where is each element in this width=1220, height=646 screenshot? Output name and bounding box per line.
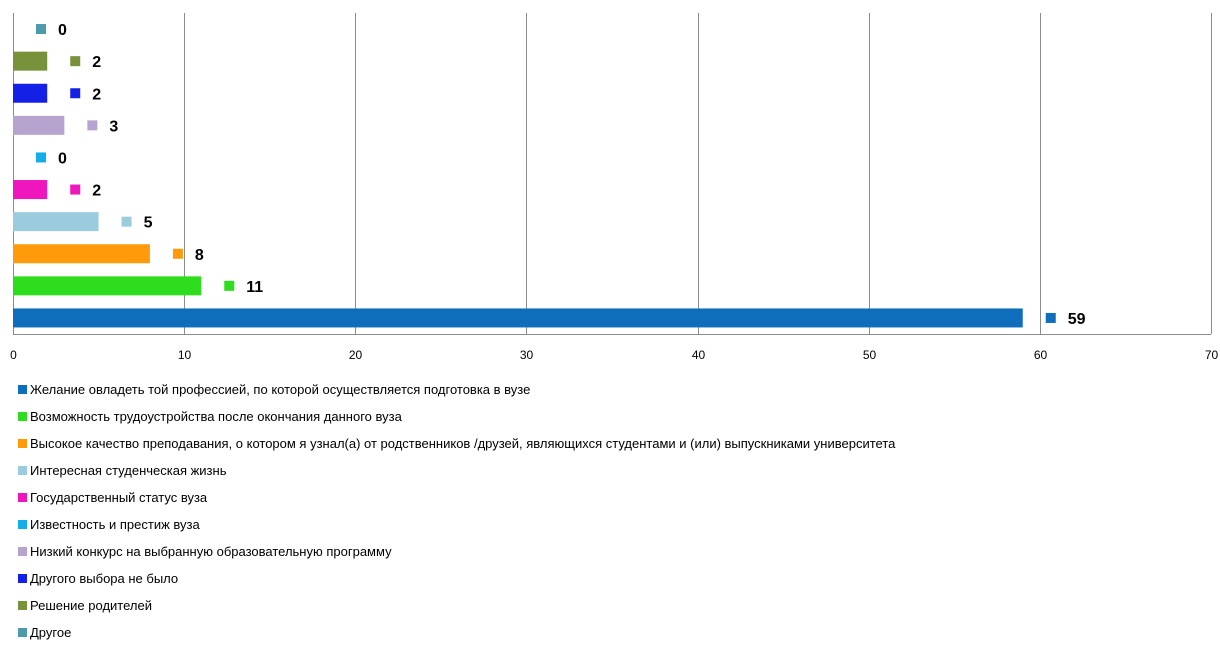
- legend-item: Решение родителей: [18, 592, 895, 619]
- data-label-key: [1045, 312, 1056, 323]
- data-label: 11: [246, 279, 263, 296]
- x-tick-label: 60: [1034, 348, 1048, 362]
- legend-item: Желание овладеть той профессией, по кото…: [18, 376, 895, 403]
- legend-label: Низкий конкурс на выбранную образователь…: [30, 544, 392, 559]
- data-label-key: [70, 184, 81, 195]
- legend-swatch: [18, 493, 27, 502]
- legend-item: Государственный статус вуза: [18, 484, 895, 511]
- bar: [13, 212, 99, 232]
- data-label: 8: [195, 247, 204, 264]
- legend-item: Возможность трудоустройства после оконча…: [18, 403, 895, 430]
- bar: [13, 276, 202, 296]
- data-label-key: [36, 24, 46, 35]
- x-tick-label: 40: [692, 348, 706, 362]
- bar: [13, 180, 48, 200]
- x-tick-label: 20: [349, 348, 363, 362]
- legend-swatch: [18, 466, 27, 475]
- data-label-key: [70, 88, 81, 99]
- data-label: 3: [109, 118, 118, 135]
- legend-swatch: [18, 574, 27, 583]
- legend-item: Низкий конкурс на выбранную образователь…: [18, 538, 895, 565]
- legend-swatch: [18, 547, 27, 556]
- legend-label: Другого выбора не было: [30, 571, 179, 586]
- legend-swatch: [18, 520, 27, 529]
- legend-label: Известность и престиж вуза: [30, 517, 200, 532]
- legend: Желание овладеть той профессией, по кото…: [18, 376, 895, 646]
- legend-swatch: [18, 385, 27, 394]
- x-tick-label: 30: [520, 348, 534, 362]
- data-label: 5: [144, 215, 153, 232]
- bars: [13, 51, 1023, 328]
- legend-item: Другое: [18, 619, 895, 646]
- data-label: 2: [92, 54, 101, 71]
- legend-item: Другого выбора не было: [18, 565, 895, 592]
- data-label-key: [224, 280, 235, 291]
- legend-label: Желание овладеть той профессией, по кото…: [30, 382, 531, 397]
- data-label-key: [172, 248, 183, 259]
- bar: [13, 51, 48, 71]
- legend-swatch: [18, 439, 27, 448]
- legend-label: Высокое качество преподавания, о котором…: [30, 436, 896, 451]
- data-label: 2: [92, 86, 101, 103]
- data-label-key: [36, 152, 46, 163]
- bar: [13, 308, 1023, 328]
- legend-label: Решение родителей: [30, 598, 152, 613]
- x-tick-label: 50: [863, 348, 877, 362]
- legend-item: Интересная студенческая жизнь: [18, 457, 895, 484]
- legend-item: Высокое качество преподавания, о котором…: [18, 430, 895, 457]
- x-axis-tick-labels: 0 10 20 30 40 50 60 70: [10, 348, 1218, 362]
- legend-swatch: [18, 601, 27, 610]
- legend-label: Государственный статус вуза: [30, 490, 208, 505]
- legend-label: Другое: [30, 625, 72, 640]
- legend-swatch: [18, 412, 27, 421]
- data-label: 0: [58, 22, 67, 39]
- x-tick-label: 0: [10, 348, 17, 362]
- data-label-key: [70, 56, 81, 67]
- x-tick-label: 70: [1205, 348, 1219, 362]
- x-tick-label: 10: [178, 348, 192, 362]
- bar: [13, 115, 65, 135]
- legend-label: Интересная студенческая жизнь: [30, 463, 227, 478]
- data-label: 59: [1068, 311, 1086, 328]
- gridlines: [13, 13, 1212, 335]
- legend-item: Известность и престиж вуза: [18, 511, 895, 538]
- data-label: 2: [92, 183, 101, 200]
- data-label-key: [121, 216, 132, 227]
- legend-swatch: [18, 628, 27, 637]
- bar: [13, 244, 150, 264]
- data-label: 0: [58, 150, 67, 167]
- legend-label: Возможность трудоустройства после оконча…: [30, 409, 402, 424]
- data-label-key: [87, 120, 98, 131]
- bar: [13, 83, 48, 103]
